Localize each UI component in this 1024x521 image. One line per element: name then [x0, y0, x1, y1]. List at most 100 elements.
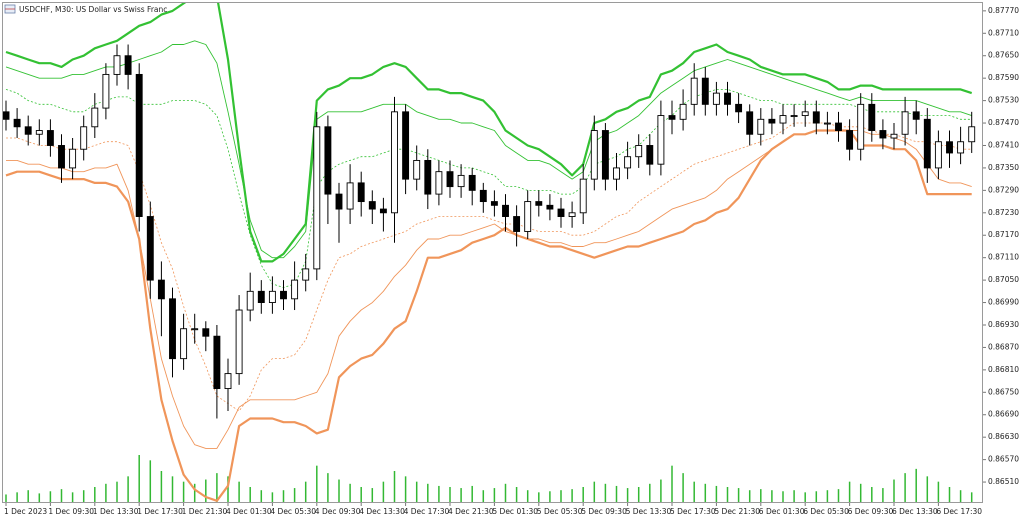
candle-body: [957, 141, 965, 154]
candle-body: [46, 130, 54, 146]
candle-body: [157, 279, 165, 300]
volume-bar: [515, 487, 518, 502]
band-line: [5, 40, 972, 259]
chart-title: USDCHF, M30: US Dollar vs Swiss Franc: [19, 5, 167, 14]
x-tick-label: 6 Dec 09:30: [848, 507, 894, 516]
volume-bar: [604, 483, 607, 502]
volume-bar: [837, 489, 840, 502]
candle-body: [268, 290, 276, 304]
candle-body: [246, 290, 254, 311]
x-tick-label: 4 Dec 13:30: [359, 507, 405, 516]
candle-body: [757, 118, 765, 135]
volume-bar: [105, 483, 107, 502]
candle-body: [58, 145, 65, 169]
candle-body: [835, 122, 842, 131]
candle-body: [923, 118, 931, 169]
candle-body: [502, 204, 509, 217]
volume-bar: [382, 481, 385, 502]
volume-bar: [671, 465, 673, 502]
x-tick-label: 6 Dec 17:30: [936, 507, 982, 516]
volume-bar: [871, 487, 873, 502]
y-tick-label: 0.86750: [988, 387, 1019, 396]
volume-bar: [193, 483, 196, 502]
candle-body: [446, 171, 454, 188]
candle-body: [768, 118, 776, 124]
x-tick-label: 4 Dec 01:30: [226, 507, 272, 516]
candle-body: [857, 103, 865, 150]
candle-body: [180, 328, 188, 360]
band-layer: [5, 3, 973, 502]
volume-bar: [116, 481, 118, 502]
candle-body: [457, 174, 465, 188]
volume-bar: [726, 487, 729, 502]
candle-body: [357, 182, 365, 203]
x-tick-label: 5 Dec 17:30: [670, 507, 716, 516]
candle-body: [746, 111, 754, 135]
y-tick-label: 0.87530: [988, 96, 1019, 105]
candle-body: [313, 126, 321, 270]
candle-body: [690, 77, 698, 105]
y-tick-label: 0.87650: [988, 51, 1019, 60]
volume-bar: [848, 481, 851, 502]
volume-bar: [782, 491, 784, 502]
x-tick-label: 1 Dec 17:30: [137, 507, 183, 516]
candle-body: [568, 212, 576, 217]
candle-body: [13, 118, 21, 128]
volume-bar: [138, 455, 140, 502]
volume-bar: [571, 489, 573, 502]
candle-body: [379, 208, 387, 214]
volume-bar: [615, 485, 618, 502]
candle-layer: [3, 44, 976, 419]
candle-body: [191, 328, 199, 331]
y-tick-label: 0.87290: [988, 185, 1019, 194]
volume-bar: [327, 473, 329, 502]
volume-bar: [926, 476, 929, 502]
volume-bar: [205, 479, 207, 502]
volume-bar: [970, 492, 973, 502]
volume-bar: [859, 483, 862, 502]
candle-body: [346, 182, 354, 210]
plot-frame: [2, 2, 983, 503]
volume-bar: [737, 488, 740, 502]
candle-body: [823, 122, 831, 125]
volume-bar: [915, 468, 917, 502]
y-tick-label: 0.87470: [988, 118, 1019, 127]
volume-bar: [948, 487, 951, 502]
volume-bar: [637, 487, 640, 502]
candle-body: [513, 216, 521, 232]
candle-body: [701, 77, 709, 105]
volume-bar: [493, 488, 496, 502]
volume-bar: [49, 491, 52, 502]
candle-body: [846, 130, 854, 150]
candle-body: [202, 328, 210, 337]
y-tick-label: 0.86870: [988, 342, 1019, 351]
volume-bar: [282, 490, 285, 502]
candle-body: [524, 201, 532, 232]
x-tick-label: 1 Dec 21:30: [182, 507, 228, 516]
candle-body: [635, 145, 643, 158]
y-tick-label: 0.86510: [988, 477, 1019, 486]
volume-bar: [238, 481, 240, 502]
x-tick-label: 4 Dec 09:30: [315, 507, 361, 516]
volume-bar: [526, 490, 529, 502]
x-tick-label: 4 Dec 05:30: [270, 507, 316, 516]
candle-body: [613, 167, 620, 180]
volume-bar: [793, 490, 795, 502]
volume-bar: [471, 485, 473, 502]
candle-body: [80, 126, 88, 150]
y-tick-label: 0.86990: [988, 298, 1019, 307]
volume-bar: [60, 489, 63, 502]
volume-bar: [882, 488, 884, 502]
volume-bar: [227, 476, 229, 502]
volume-bar: [249, 487, 251, 502]
candle-body: [624, 156, 632, 169]
y-tick-label: 0.86930: [988, 320, 1019, 329]
y-tick-label: 0.87230: [988, 208, 1019, 217]
candle-body: [657, 115, 665, 165]
candle-body: [590, 130, 598, 180]
volume-bar: [538, 492, 540, 502]
candle-body: [35, 130, 43, 135]
volume-bar: [504, 483, 507, 502]
candle-body: [790, 115, 798, 118]
candle-body: [546, 204, 554, 210]
